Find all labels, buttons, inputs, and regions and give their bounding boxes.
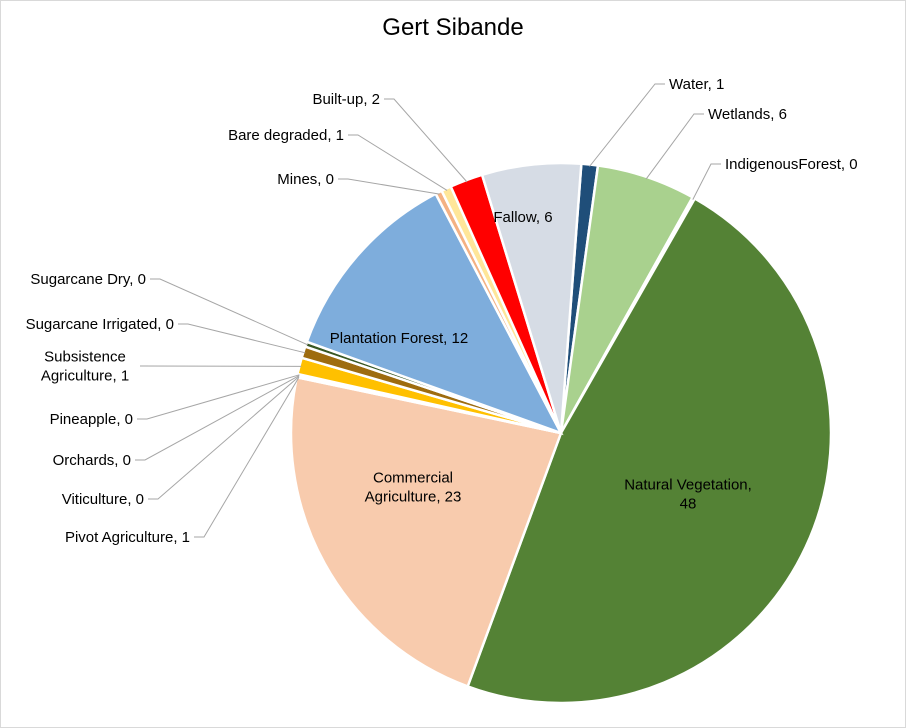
data-label-wetlands: Wetlands, 6 bbox=[708, 106, 787, 123]
data-label-water: Water, 1 bbox=[669, 76, 724, 93]
data-label-subsistence-agriculture: Subsistence Agriculture, 1 bbox=[41, 349, 129, 385]
leader-line-pineapple bbox=[137, 374, 300, 420]
leader-line-built-up bbox=[384, 98, 468, 183]
data-label-natural-vegetation: Natural Vegetation, 48 bbox=[624, 477, 752, 513]
data-label-built-up: Built-up, 2 bbox=[312, 91, 380, 108]
pie-slice-plantation-forest bbox=[305, 192, 564, 436]
leader-line-viticulture bbox=[148, 376, 300, 500]
leader-line-pivot-agriculture bbox=[194, 377, 300, 538]
pie-slices bbox=[289, 161, 833, 705]
leader-line-bare-degraded bbox=[348, 134, 448, 191]
leader-line-orchards bbox=[135, 375, 300, 461]
data-label-pivot-agriculture: Pivot Agriculture, 1 bbox=[65, 529, 190, 546]
leader-line-mines bbox=[338, 178, 440, 195]
pie-slice-commercial-agriculture bbox=[289, 375, 563, 688]
pie-slice-fallow bbox=[480, 161, 583, 434]
leader-line-sugarcane-irrigated bbox=[178, 323, 306, 354]
chart-title: Gert Sibande bbox=[382, 14, 524, 41]
data-label-bare-degraded: Bare degraded, 1 bbox=[228, 127, 344, 144]
data-label-commercial-agriculture: Commercial Agriculture, 23 bbox=[365, 470, 462, 506]
data-label-mines: Mines, 0 bbox=[277, 171, 334, 188]
data-label-sugarcane-irrigated: Sugarcane Irrigated, 0 bbox=[26, 316, 174, 333]
data-label-plantation-forest: Plantation Forest, 12 bbox=[330, 330, 468, 347]
pie-slice-natural-vegetation bbox=[466, 196, 833, 705]
leader-lines bbox=[135, 83, 721, 538]
data-label-pineapple: Pineapple, 0 bbox=[50, 411, 133, 428]
data-labels: Water, 1 Wetlands, 6 IndigenousForest, 0 Na… bbox=[26, 76, 858, 546]
data-label-fallow: Fallow, 6 bbox=[493, 209, 552, 226]
data-label-orchards: Orchards, 0 bbox=[53, 452, 131, 469]
leader-line-indigenousforest bbox=[692, 163, 721, 200]
data-label-sugarcane-dry: Sugarcane Dry, 0 bbox=[30, 271, 146, 288]
data-label-viticulture: Viticulture, 0 bbox=[62, 491, 144, 508]
leader-line-wetlands bbox=[645, 113, 704, 180]
leader-line-sugarcane-dry bbox=[150, 278, 309, 346]
leader-line-water bbox=[589, 83, 665, 167]
data-label-indigenousforest: IndigenousForest, 0 bbox=[725, 156, 858, 173]
